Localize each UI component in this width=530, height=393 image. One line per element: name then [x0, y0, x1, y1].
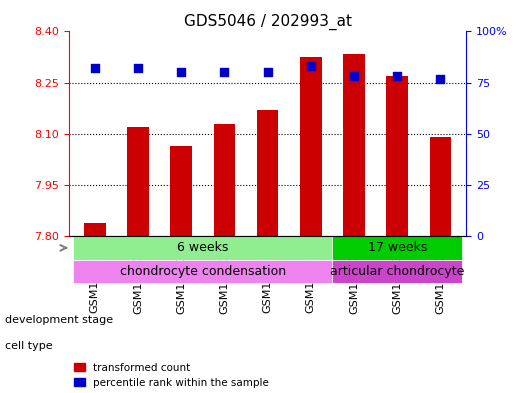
Bar: [300, 57, 322, 236]
Text: chondrocyte condensation: chondrocyte condensation: [120, 265, 286, 278]
FancyBboxPatch shape: [73, 236, 332, 259]
FancyBboxPatch shape: [73, 259, 332, 283]
Text: cell type: cell type: [5, 341, 53, 351]
Legend: transformed count, percentile rank within the sample: transformed count, percentile rank withi…: [74, 363, 269, 388]
Text: 17 weeks: 17 weeks: [368, 241, 427, 254]
Bar: [343, 53, 365, 236]
Point: [307, 63, 315, 70]
Text: 6 weeks: 6 weeks: [177, 241, 228, 254]
Text: articular chondrocyte: articular chondrocyte: [330, 265, 464, 278]
FancyBboxPatch shape: [332, 236, 462, 259]
Title: GDS5046 / 202993_at: GDS5046 / 202993_at: [184, 14, 351, 30]
Point: [263, 69, 272, 75]
Bar: [171, 146, 192, 236]
Text: development stage: development stage: [5, 315, 113, 325]
Bar: [84, 222, 105, 236]
Bar: [257, 110, 278, 236]
Point: [220, 69, 228, 75]
Point: [134, 65, 142, 72]
Point: [436, 75, 445, 82]
Point: [350, 73, 358, 80]
FancyBboxPatch shape: [332, 259, 462, 283]
Bar: [214, 123, 235, 236]
Point: [91, 65, 99, 72]
Point: [393, 73, 402, 80]
Point: [177, 69, 186, 75]
Bar: [127, 127, 149, 236]
Bar: [386, 76, 408, 236]
Bar: [430, 137, 451, 236]
